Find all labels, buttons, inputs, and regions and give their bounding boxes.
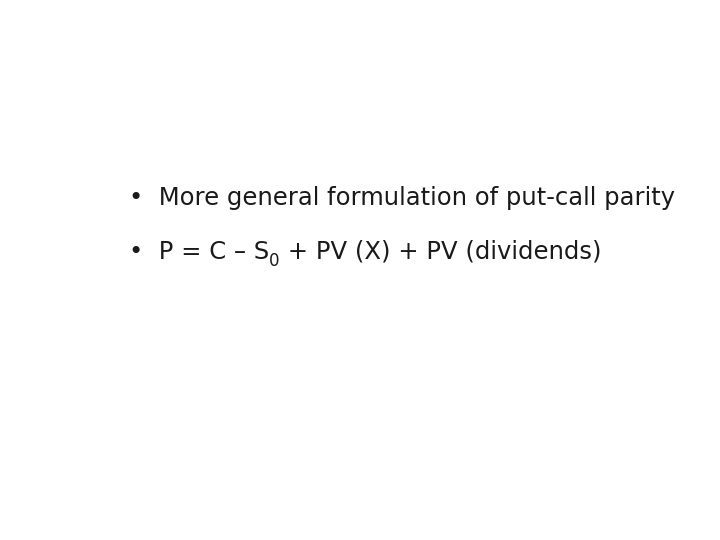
Text: 0: 0: [269, 252, 280, 270]
Text: •  More general formulation of put-call parity: • More general formulation of put-call p…: [129, 186, 675, 210]
Text: + PV (X) + PV (dividends): + PV (X) + PV (dividends): [280, 240, 601, 264]
Text: •  P = C – S: • P = C – S: [129, 240, 269, 264]
